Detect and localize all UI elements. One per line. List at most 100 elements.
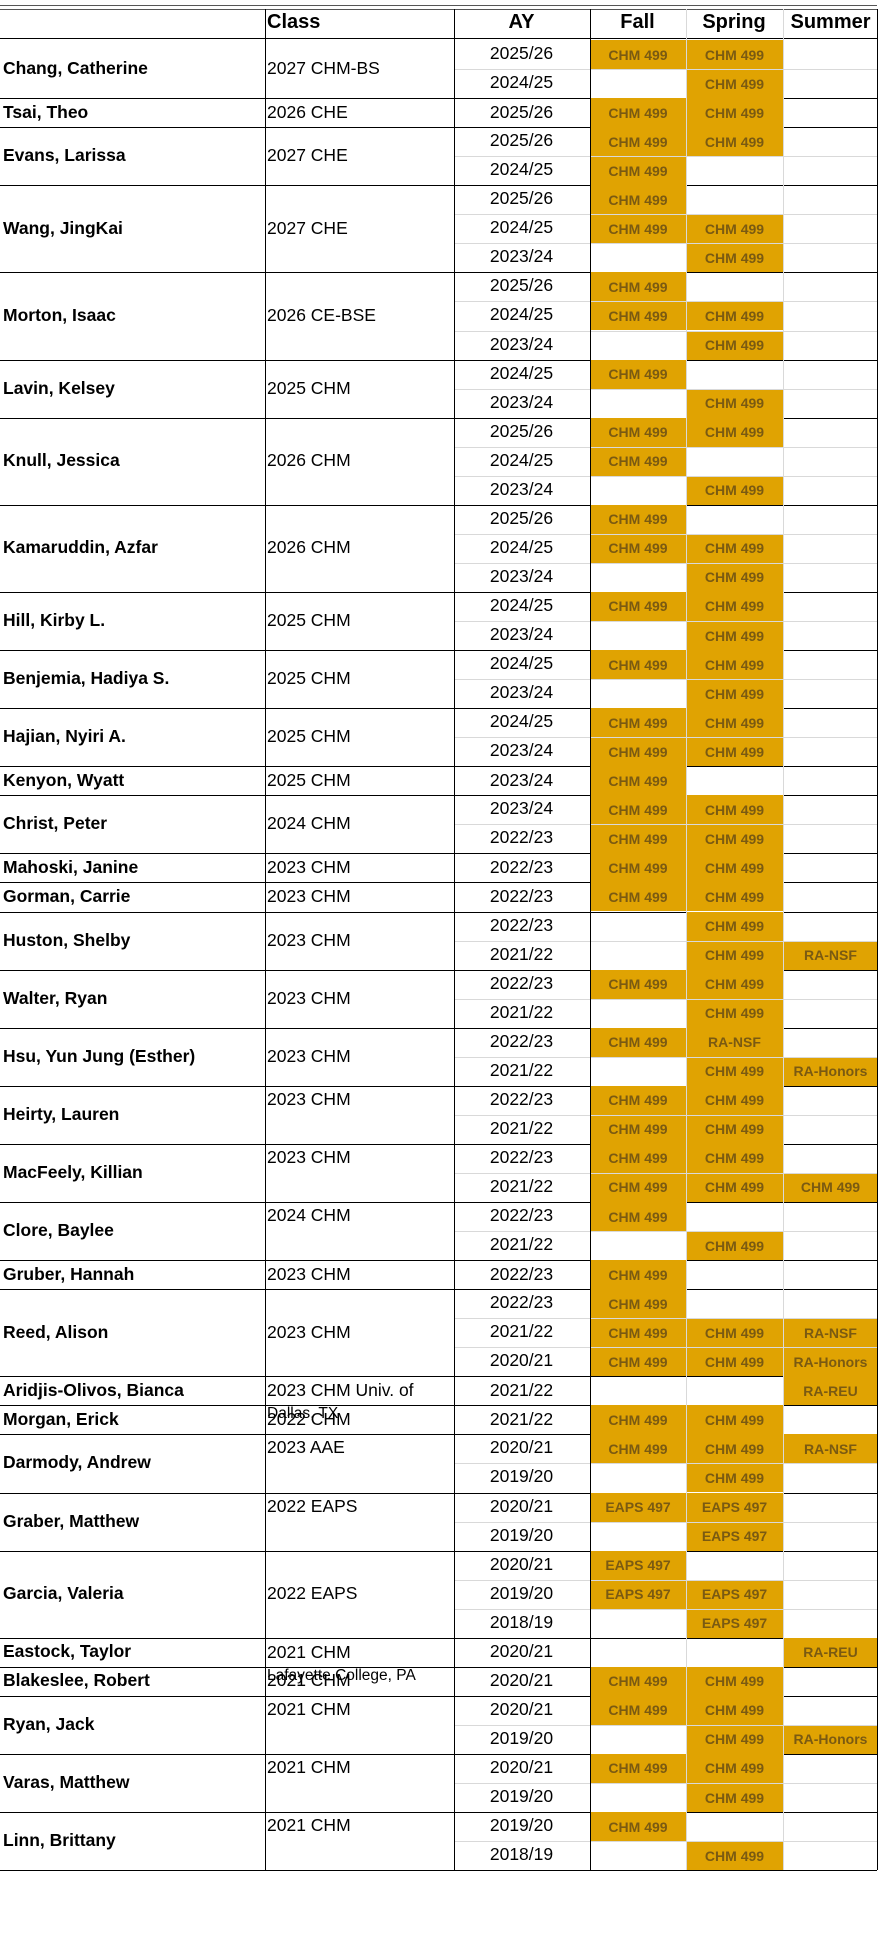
ay-cell: 2024/25 <box>489 449 554 470</box>
fall-cell: CHM 499 <box>590 1172 686 1202</box>
student-name: Mahoski, Janine <box>3 856 139 877</box>
student-class: 2027 CHE <box>267 217 348 238</box>
fall-cell: CHM 499 <box>590 533 686 563</box>
spring-cell: EAPS 497 <box>686 1608 783 1638</box>
ay-cell: 2022/23 <box>489 827 554 848</box>
gridline <box>454 940 878 942</box>
header-class: Class <box>267 11 321 33</box>
gridline <box>454 1463 878 1465</box>
spring-cell: CHM 499 <box>686 1405 783 1435</box>
student-class: 2022 EAPS <box>267 1495 358 1516</box>
spring-cell: CHM 499 <box>686 417 783 447</box>
student-name: Graber, Matthew <box>3 1510 140 1531</box>
gridline <box>454 562 878 564</box>
ay-cell: 2024/25 <box>489 217 554 238</box>
ay-cell: 2022/23 <box>489 856 554 877</box>
gridline <box>0 504 877 506</box>
gridline <box>0 911 877 913</box>
gridline <box>0 1027 877 1029</box>
spring-cell: CHM 499 <box>686 998 783 1028</box>
fall-cell: CHM 499 <box>590 1812 686 1842</box>
student-name: MacFeely, Killian <box>3 1161 143 1182</box>
student-class: 2023 CHM Univ. of <box>267 1380 414 1401</box>
gridline <box>454 621 878 622</box>
student-name: Aridjis-Olivos, Bianca <box>3 1379 184 1400</box>
fall-cell: CHM 499 <box>590 1753 686 1783</box>
ay-cell: 2022/23 <box>489 885 554 906</box>
header-summer: Summer <box>790 11 871 33</box>
spring-cell: CHM 499 <box>686 1318 783 1348</box>
spring-cell: CHM 499 <box>686 1143 783 1173</box>
student-class: 2021 CHM <box>267 1698 351 1719</box>
student-class: 2025 CHM <box>267 726 351 747</box>
gridline <box>0 1376 877 1378</box>
gridline <box>454 475 878 477</box>
ay-cell: 2025/26 <box>489 43 554 63</box>
gridline <box>454 69 878 71</box>
ay-cell: 2020/21 <box>489 1495 554 1516</box>
student-name: Christ, Peter <box>3 813 108 834</box>
summer-cell: CHM 499 <box>783 1172 878 1202</box>
spring-cell: CHM 499 <box>686 824 783 854</box>
spring-cell: CHM 499 <box>686 1114 783 1144</box>
fall-cell: CHM 499 <box>590 359 686 389</box>
fall-cell: CHM 499 <box>590 708 686 738</box>
student-name: Kenyon, Wyatt <box>3 769 125 790</box>
fall-cell: CHM 499 <box>590 1347 686 1377</box>
ay-cell: 2022/23 <box>489 1146 554 1167</box>
ay-cell: 2019/20 <box>489 1466 554 1487</box>
gridline <box>454 301 878 303</box>
fall-cell: CHM 499 <box>590 1202 686 1232</box>
ay-cell: 2021/22 <box>489 1001 554 1022</box>
ay-cell: 2019/20 <box>489 1786 554 1806</box>
gridline <box>454 1841 878 1843</box>
student-name: Blakeslee, Robert <box>3 1670 150 1691</box>
fall-cell: CHM 499 <box>590 1085 686 1115</box>
gridline <box>454 1056 878 1058</box>
spring-cell: CHM 499 <box>686 475 783 505</box>
ay-cell: 2023/24 <box>489 624 554 644</box>
ay-cell: 2019/20 <box>489 1815 554 1836</box>
spring-cell: CHM 499 <box>686 882 783 912</box>
student-name: Chang, Catherine <box>3 58 148 79</box>
spring-cell: EAPS 497 <box>686 1579 783 1609</box>
spring-cell: CHM 499 <box>686 1056 783 1086</box>
fall-cell: CHM 499 <box>590 1143 686 1173</box>
fall-cell: CHM 499 <box>590 127 686 157</box>
gridline <box>0 591 877 593</box>
spring-cell: RA-NSF <box>686 1027 783 1057</box>
ay-cell: 2023/24 <box>489 478 554 499</box>
ay-cell: 2024/25 <box>489 653 554 674</box>
ay-cell: 2022/23 <box>489 1205 554 1225</box>
student-name: Linn, Brittany <box>3 1830 116 1851</box>
fall-cell: CHM 499 <box>590 1260 686 1290</box>
student-class: 2023 CHM <box>267 987 351 1008</box>
fall-cell: CHM 499 <box>590 156 686 186</box>
spring-cell: CHM 499 <box>686 969 783 999</box>
fall-cell: CHM 499 <box>590 301 686 331</box>
gridline <box>265 9 266 1871</box>
student-name: Tsai, Theo <box>3 101 89 122</box>
fall-cell: CHM 499 <box>590 1434 686 1464</box>
student-name: Heirty, Lauren <box>3 1103 120 1124</box>
spring-cell: CHM 499 <box>686 40 783 70</box>
gridline <box>454 1231 878 1233</box>
gridline <box>0 1550 877 1552</box>
summer-cell: RA-Honors <box>783 1347 878 1377</box>
ay-cell: 2020/21 <box>489 1756 554 1777</box>
gridline <box>454 1347 878 1349</box>
spring-cell: CHM 499 <box>686 388 783 418</box>
spring-cell: CHM 499 <box>686 98 783 128</box>
student-class: 2021 CHM <box>267 1756 351 1777</box>
gridline <box>0 650 877 652</box>
gridline <box>454 156 878 158</box>
ay-cell: 2024/25 <box>489 594 554 615</box>
ay-cell: 2020/21 <box>489 1670 554 1691</box>
gridline <box>454 1521 878 1523</box>
fall-cell: CHM 499 <box>590 98 686 128</box>
ay-cell: 2022/23 <box>489 1263 554 1284</box>
gridline <box>454 9 455 1871</box>
ay-cell: 2021/22 <box>489 1321 554 1342</box>
gridline <box>0 1434 877 1436</box>
